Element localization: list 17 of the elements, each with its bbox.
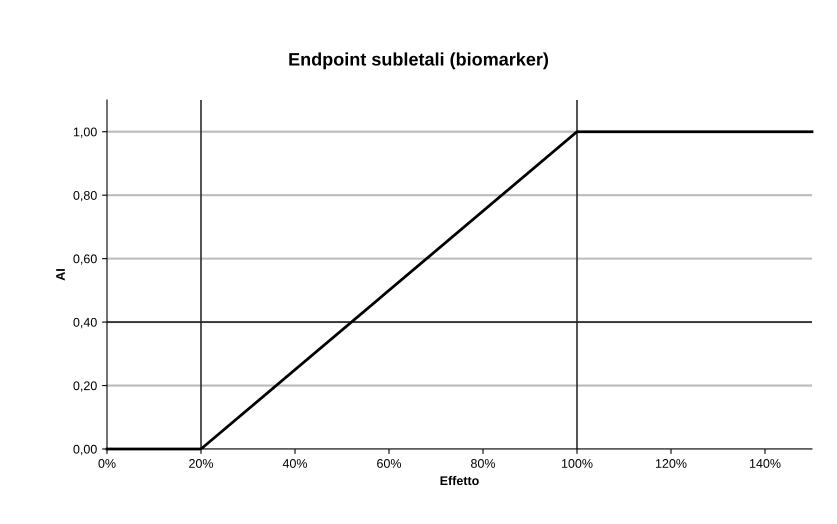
x-tick-label: 0% xyxy=(98,459,116,468)
y-tick-label: 0,80 xyxy=(73,190,97,202)
y-tick-label: 0,40 xyxy=(73,318,97,328)
x-tick-label: 40% xyxy=(282,459,308,468)
y-tick-label: 0,20 xyxy=(73,381,97,392)
y-tick-label: 0,00 xyxy=(73,444,97,456)
chart-title: Endpoint subletali (biomarker) xyxy=(289,52,548,70)
x-tick-label: 100% xyxy=(562,459,593,468)
y-tick-label: 0,60 xyxy=(73,254,97,265)
x-tick-label: 120% xyxy=(656,459,687,468)
x-tick-label: 140% xyxy=(750,459,781,468)
x-tick-label: 20% xyxy=(189,459,214,468)
y-tick-label: 1,00 xyxy=(74,128,97,138)
y-axis-title: AI xyxy=(56,269,65,280)
x-axis-title: Effetto xyxy=(440,476,479,486)
x-tick-label: 60% xyxy=(377,459,402,468)
x-tick-label: 80% xyxy=(471,459,496,468)
